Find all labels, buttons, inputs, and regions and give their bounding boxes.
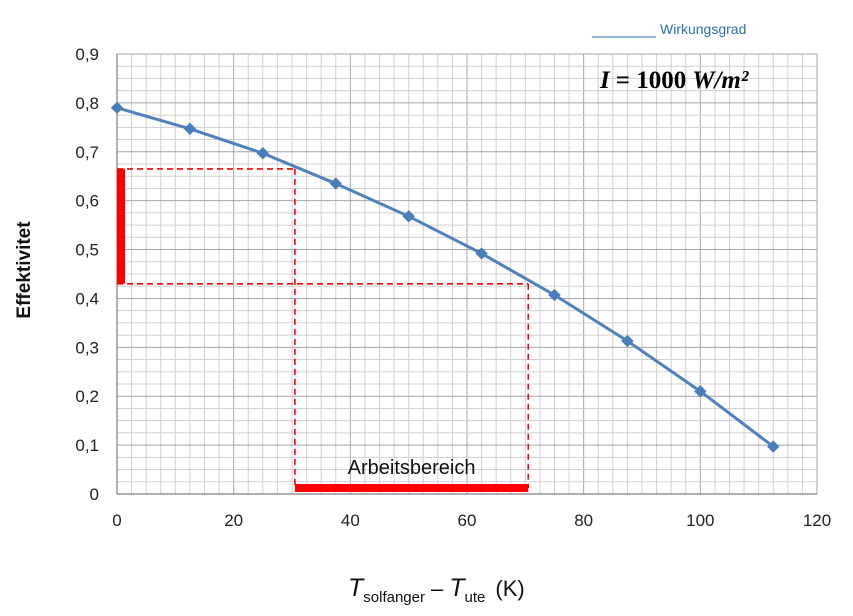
data-point — [621, 334, 634, 348]
y-tick-label: 0,7 — [75, 143, 99, 162]
y-tick-label: 0,9 — [75, 45, 99, 64]
x-tick-label: 20 — [224, 511, 243, 530]
x-tick-labels: 0 20 40 60 80 100 120 — [112, 511, 831, 530]
x-label-t1: T — [348, 574, 365, 602]
data-point — [767, 440, 780, 453]
legend: Wirkungsgrad — [592, 21, 746, 38]
irradiance-unit: W/m² — [692, 67, 749, 94]
series-line — [115, 106, 775, 449]
y-tick-label: 0 — [90, 485, 99, 504]
range-bar-vertical — [117, 168, 125, 284]
series-wirkungsgrad — [110, 101, 780, 453]
x-tick-label: 60 — [458, 511, 477, 530]
irradiance-value: = 1000 — [616, 67, 687, 94]
y-tick-label: 0,2 — [75, 387, 99, 406]
y-tick-label: 0,4 — [75, 289, 99, 308]
data-point — [110, 101, 124, 114]
data-point — [548, 288, 561, 302]
irradiance-annotation: I = 1000 W/m² — [599, 67, 749, 94]
legend-label: Wirkungsgrad — [660, 21, 746, 37]
y-tick-label: 0,3 — [75, 338, 99, 357]
x-tick-label: 100 — [686, 511, 714, 530]
irradiance-prefix: I — [599, 67, 611, 94]
data-point — [329, 177, 342, 190]
x-tick-label: 0 — [112, 511, 121, 530]
x-label-dash: – — [431, 576, 444, 601]
working-range-label: Arbeitsbereich — [348, 457, 476, 479]
y-axis-label: Effektivitet — [14, 221, 35, 319]
data-point — [183, 122, 197, 136]
data-point — [402, 210, 415, 223]
y-tick-labels: 0 0,1 0,2 0,3 0,4 0,5 0,6 0,7 0,8 0,9 — [75, 45, 99, 504]
data-point — [475, 247, 488, 260]
data-point — [256, 147, 270, 160]
x-label-sub2: ute — [465, 589, 486, 606]
y-tick-label: 0,1 — [75, 436, 99, 455]
data-point — [694, 385, 707, 398]
x-tick-label: 40 — [341, 511, 360, 530]
x-label-sub1: solfanger — [363, 589, 425, 606]
grid — [117, 54, 817, 494]
y-tick-label: 0,8 — [75, 94, 99, 113]
x-label-unit: (K) — [495, 576, 524, 601]
working-range: Arbeitsbereich — [117, 168, 530, 492]
x-axis-label: Tsolfanger – Tute (K) — [348, 574, 525, 606]
range-bar-horizontal — [294, 484, 529, 492]
x-tick-label: 120 — [803, 511, 831, 530]
x-label-t2: T — [449, 574, 466, 602]
x-tick-label: 80 — [574, 511, 593, 530]
y-tick-label: 0,6 — [75, 192, 99, 211]
y-tick-label: 0,5 — [75, 241, 99, 260]
